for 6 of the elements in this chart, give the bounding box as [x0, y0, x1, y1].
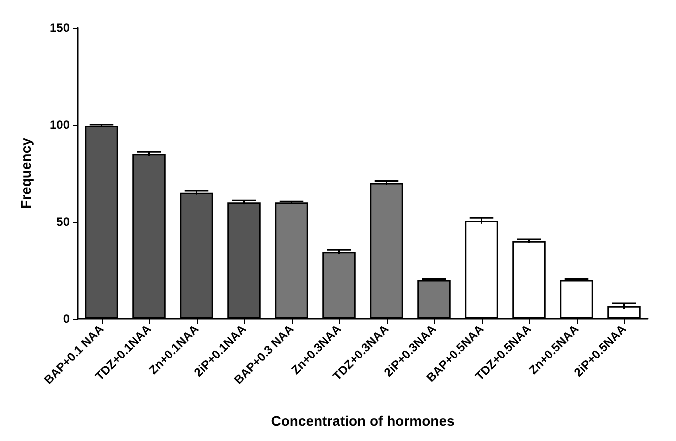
y-tick-label: 50 [56, 215, 70, 229]
y-tick-label: 0 [63, 312, 70, 326]
x-axis-title: Concentration of hormones [271, 413, 455, 429]
y-axis-title: Frequency [18, 138, 34, 209]
y-tick-label: 150 [50, 21, 70, 35]
y-tick-label: 100 [50, 118, 70, 132]
